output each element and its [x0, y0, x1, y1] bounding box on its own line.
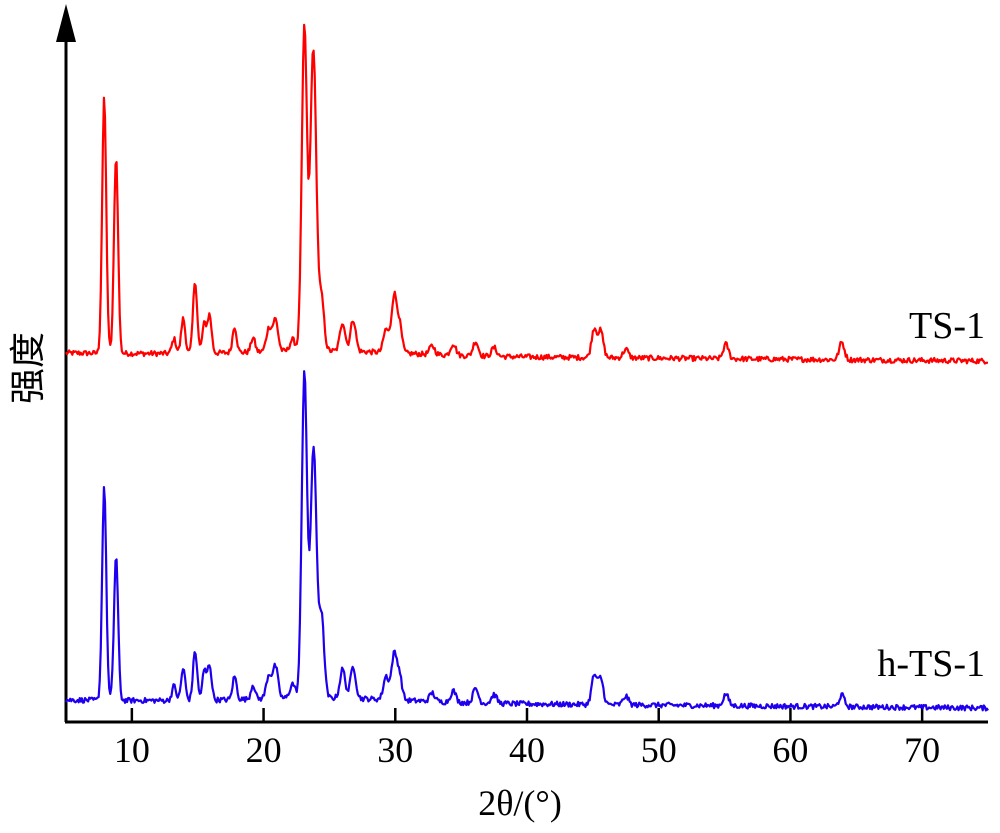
series-line-ts-1: [65, 23, 989, 365]
x-axis-title: 2θ/(°): [478, 783, 562, 823]
y-axis-title: 强度: [8, 332, 48, 404]
x-tick-label: 30: [377, 730, 413, 770]
series-group: [65, 23, 989, 712]
y-axis-arrow-icon: [56, 4, 76, 42]
x-tick-label: 60: [772, 730, 808, 770]
x-tick-label: 10: [114, 730, 150, 770]
series-label-ts-1: TS-1: [909, 305, 985, 347]
series-line-h-ts-1: [65, 370, 989, 712]
x-tick-label: 20: [246, 730, 282, 770]
x-tick-label: 50: [641, 730, 677, 770]
x-tick-label: 40: [509, 730, 545, 770]
series-label-h-ts-1: h-TS-1: [877, 643, 985, 685]
x-ticks: 10 20 30 40 50 60 70: [114, 708, 940, 770]
x-tick-label: 70: [904, 730, 940, 770]
